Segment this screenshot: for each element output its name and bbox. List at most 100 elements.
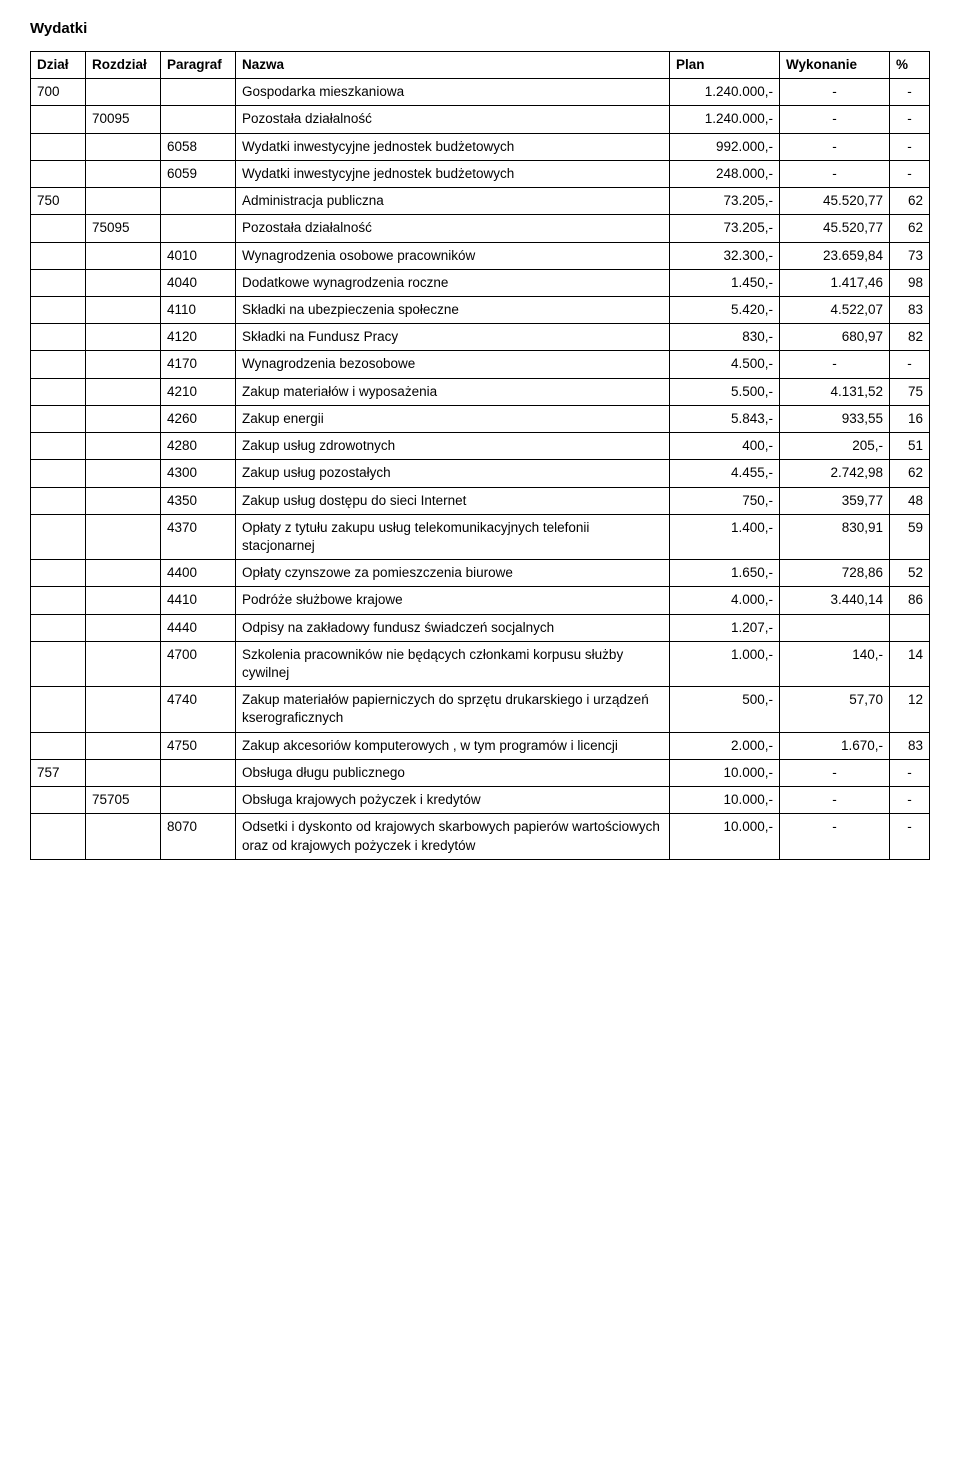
cell-dzial — [31, 560, 86, 587]
cell-wykonanie: 830,91 — [780, 514, 890, 559]
cell-paragraf — [161, 79, 236, 106]
cell-wykonanie: 4.131,52 — [780, 378, 890, 405]
cell-nazwa: Wydatki inwestycyjne jednostek budżetowy… — [236, 160, 670, 187]
cell-rozdzial — [86, 79, 161, 106]
table-row: 4010Wynagrodzenia osobowe pracowników32.… — [31, 242, 930, 269]
cell-dzial — [31, 242, 86, 269]
cell-nazwa: Odpisy na zakładowy fundusz świadczeń so… — [236, 614, 670, 641]
cell-rozdzial: 70095 — [86, 106, 161, 133]
cell-procent: 83 — [890, 296, 930, 323]
cell-wykonanie: - — [780, 787, 890, 814]
table-row: 700Gospodarka mieszkaniowa1.240.000,--- — [31, 79, 930, 106]
cell-procent: 86 — [890, 587, 930, 614]
table-row: 4040Dodatkowe wynagrodzenia roczne1.450,… — [31, 269, 930, 296]
cell-procent: - — [890, 106, 930, 133]
cell-nazwa: Zakup usług pozostałych — [236, 460, 670, 487]
cell-paragraf: 4040 — [161, 269, 236, 296]
cell-procent: 14 — [890, 641, 930, 686]
cell-wykonanie: 45.520,77 — [780, 215, 890, 242]
cell-nazwa: Pozostała działalność — [236, 215, 670, 242]
cell-wykonanie: - — [780, 106, 890, 133]
cell-paragraf — [161, 787, 236, 814]
cell-plan: 500,- — [670, 687, 780, 732]
cell-procent: 51 — [890, 433, 930, 460]
cell-wykonanie: 680,97 — [780, 324, 890, 351]
cell-dzial — [31, 487, 86, 514]
cell-nazwa: Zakup akcesoriów komputerowych , w tym p… — [236, 732, 670, 759]
cell-dzial: 757 — [31, 759, 86, 786]
cell-wykonanie: 23.659,84 — [780, 242, 890, 269]
cell-nazwa: Opłaty czynszowe za pomieszczenia biurow… — [236, 560, 670, 587]
cell-procent: - — [890, 814, 930, 859]
table-row: 750Administracja publiczna73.205,-45.520… — [31, 188, 930, 215]
cell-rozdzial — [86, 160, 161, 187]
table-row: 4120Składki na Fundusz Pracy830,-680,978… — [31, 324, 930, 351]
table-row: 4110Składki na ubezpieczenia społeczne5.… — [31, 296, 930, 323]
cell-paragraf: 6058 — [161, 133, 236, 160]
cell-rozdzial — [86, 460, 161, 487]
table-row: 4260Zakup energii5.843,-933,5516 — [31, 405, 930, 432]
cell-procent — [890, 614, 930, 641]
table-row: 4170Wynagrodzenia bezosobowe4.500,--- — [31, 351, 930, 378]
cell-nazwa: Pozostała działalność — [236, 106, 670, 133]
cell-dzial — [31, 269, 86, 296]
cell-plan: 1.207,- — [670, 614, 780, 641]
cell-paragraf — [161, 215, 236, 242]
cell-plan: 2.000,- — [670, 732, 780, 759]
cell-wykonanie: - — [780, 160, 890, 187]
table-header-row: Dział Rozdział Paragraf Nazwa Plan Wykon… — [31, 52, 930, 79]
cell-plan: 1.240.000,- — [670, 106, 780, 133]
table-row: 4750Zakup akcesoriów komputerowych , w t… — [31, 732, 930, 759]
cell-dzial — [31, 378, 86, 405]
cell-wykonanie: - — [780, 133, 890, 160]
cell-procent: 16 — [890, 405, 930, 432]
table-row: 75705Obsługa krajowych pożyczek i kredyt… — [31, 787, 930, 814]
table-row: 757Obsługa długu publicznego10.000,--- — [31, 759, 930, 786]
cell-procent: 83 — [890, 732, 930, 759]
cell-dzial — [31, 614, 86, 641]
cell-nazwa: Zakup usług zdrowotnych — [236, 433, 670, 460]
cell-nazwa: Opłaty z tytułu zakupu usług telekomunik… — [236, 514, 670, 559]
col-plan: Plan — [670, 52, 780, 79]
cell-paragraf — [161, 188, 236, 215]
cell-wykonanie: 45.520,77 — [780, 188, 890, 215]
table-row: 4210Zakup materiałów i wyposażenia5.500,… — [31, 378, 930, 405]
cell-plan: 4.455,- — [670, 460, 780, 487]
cell-procent: 75 — [890, 378, 930, 405]
cell-procent: 82 — [890, 324, 930, 351]
cell-wykonanie: 205,- — [780, 433, 890, 460]
cell-nazwa: Składki na Fundusz Pracy — [236, 324, 670, 351]
cell-plan: 5.500,- — [670, 378, 780, 405]
cell-procent: - — [890, 759, 930, 786]
cell-nazwa: Podróże służbowe krajowe — [236, 587, 670, 614]
cell-plan: 1.400,- — [670, 514, 780, 559]
cell-rozdzial — [86, 133, 161, 160]
cell-wykonanie: - — [780, 79, 890, 106]
cell-procent: - — [890, 160, 930, 187]
cell-plan: 5.420,- — [670, 296, 780, 323]
cell-plan: 10.000,- — [670, 814, 780, 859]
cell-rozdzial — [86, 242, 161, 269]
cell-nazwa: Zakup materiałów i wyposażenia — [236, 378, 670, 405]
cell-rozdzial — [86, 641, 161, 686]
cell-paragraf: 4400 — [161, 560, 236, 587]
cell-rozdzial — [86, 296, 161, 323]
cell-wykonanie: 4.522,07 — [780, 296, 890, 323]
cell-wykonanie: 57,70 — [780, 687, 890, 732]
cell-paragraf: 4010 — [161, 242, 236, 269]
cell-wykonanie: 2.742,98 — [780, 460, 890, 487]
cell-nazwa: Obsługa długu publicznego — [236, 759, 670, 786]
cell-rozdzial — [86, 732, 161, 759]
cell-paragraf: 4210 — [161, 378, 236, 405]
cell-rozdzial — [86, 405, 161, 432]
table-row: 4280Zakup usług zdrowotnych400,-205,-51 — [31, 433, 930, 460]
cell-paragraf: 4280 — [161, 433, 236, 460]
cell-procent: 48 — [890, 487, 930, 514]
cell-plan: 10.000,- — [670, 787, 780, 814]
col-rozdzial: Rozdział — [86, 52, 161, 79]
cell-nazwa: Odsetki i dyskonto od krajowych skarbowy… — [236, 814, 670, 859]
cell-paragraf: 4750 — [161, 732, 236, 759]
cell-nazwa: Dodatkowe wynagrodzenia roczne — [236, 269, 670, 296]
cell-dzial — [31, 215, 86, 242]
table-row: 4400Opłaty czynszowe za pomieszczenia bi… — [31, 560, 930, 587]
